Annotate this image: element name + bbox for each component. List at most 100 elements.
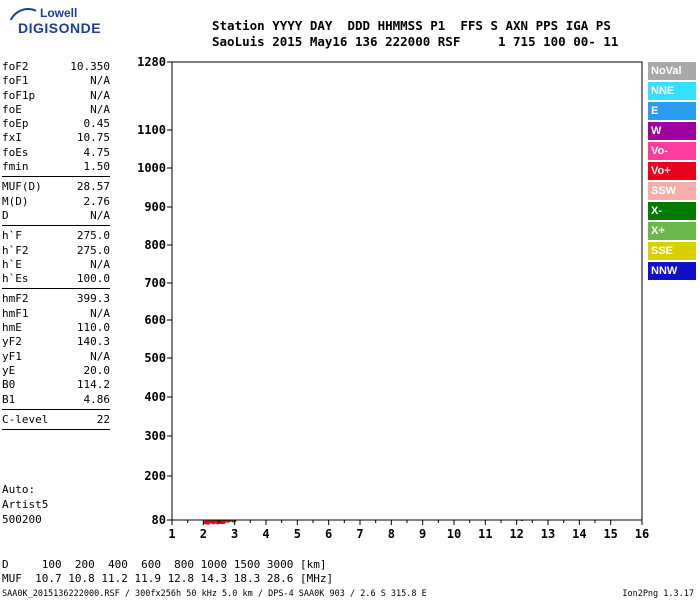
plot-frame xyxy=(171,61,643,521)
param-row: h`Es 100.0 xyxy=(2,272,110,286)
param-name: MUF(D) xyxy=(2,180,42,194)
param-name: foEp xyxy=(2,117,29,131)
param-name: foF1 xyxy=(2,74,29,88)
param-name: foF1p xyxy=(2,88,36,102)
param-value: 275.0 xyxy=(76,229,110,243)
param-name: yF1 xyxy=(2,349,22,363)
legend-item-nnw: NNW xyxy=(648,262,696,280)
direction-legend: NoVal NNE E W Vo- Vo+ SSW X- X+ SSE NNW xyxy=(648,62,696,282)
trace-point xyxy=(206,521,210,525)
x-tick-label: 7 xyxy=(356,527,363,541)
muf-row: MUF 10.7 10.8 11.2 11.9 12.8 14.3 18.3 2… xyxy=(2,572,334,585)
param-row: M(D) 2.76 xyxy=(2,195,110,209)
param-name: yE xyxy=(2,363,16,377)
legend-item-nne: NNE xyxy=(648,82,696,100)
x-tick-label: 16 xyxy=(635,527,649,541)
y-tick-label: 1100 xyxy=(137,123,166,137)
x-tick-label: 13 xyxy=(541,527,555,541)
param-separator xyxy=(2,288,110,290)
y-tick-label: 300 xyxy=(144,429,166,443)
x-tick-label: 1 xyxy=(168,527,175,541)
autoscaling-info: Auto: Artist5 500200 xyxy=(2,482,48,527)
file-info: SAA0K_2015136222000.RSF / 300fx256h 50 k… xyxy=(2,589,427,599)
x-tick-label: 14 xyxy=(572,527,586,541)
legend-item-ssw: SSW xyxy=(648,182,696,200)
y-tick-label: 400 xyxy=(144,390,166,404)
distance-row: D 100 200 400 600 800 1000 1500 3000 [km… xyxy=(2,558,327,571)
param-name: foF2 xyxy=(2,60,29,73)
param-name: C-level xyxy=(2,412,49,426)
legend-item-x: X+ xyxy=(648,222,696,240)
param-value: 10.350 xyxy=(70,60,110,73)
x-tick-label: 10 xyxy=(447,527,461,541)
param-row: foF1p N/A xyxy=(2,89,110,103)
param-value: N/A xyxy=(90,88,110,102)
param-name: foE xyxy=(2,102,22,116)
x-tick-label: 15 xyxy=(603,527,617,541)
param-value: 20.0 xyxy=(83,363,111,377)
x-tick-label: 5 xyxy=(294,527,301,541)
logo-lowell: Lowell xyxy=(40,6,78,20)
param-row: foEs 4.75 xyxy=(2,146,110,160)
param-value: 110.0 xyxy=(76,321,110,335)
x-tick-label: 8 xyxy=(388,527,395,541)
param-row: fxI 10.75 xyxy=(2,131,110,145)
x-tick-label: 3 xyxy=(231,527,238,541)
param-value: N/A xyxy=(90,102,110,116)
header-labels: Station YYYY DAY DDD HHMMSS P1 FFS S AXN… xyxy=(212,18,611,33)
param-value: N/A xyxy=(90,306,110,320)
param-row: h`F2 275.0 xyxy=(2,244,110,258)
param-value: 140.3 xyxy=(76,335,110,349)
trace-point xyxy=(216,521,220,525)
param-name: M(D) xyxy=(2,194,29,208)
param-row: yF1 N/A xyxy=(2,350,110,364)
x-tick-label: 4 xyxy=(262,527,269,541)
param-value: N/A xyxy=(90,349,110,363)
param-value: N/A xyxy=(90,257,110,271)
param-name: yF2 xyxy=(2,335,22,349)
param-row: C-level 22 xyxy=(2,413,110,427)
auto-label: Auto: xyxy=(2,483,36,496)
legend-item-vo: Vo+ xyxy=(648,162,696,180)
param-name: B0 xyxy=(2,378,16,392)
param-name: B1 xyxy=(2,392,16,406)
param-value: 28.57 xyxy=(76,180,110,194)
param-name: foEs xyxy=(2,145,29,159)
x-tick-label: 6 xyxy=(325,527,332,541)
param-name: h`F2 xyxy=(2,243,29,257)
y-tick-label: 200 xyxy=(144,469,166,483)
param-row: yE 20.0 xyxy=(2,364,110,378)
param-separator xyxy=(2,408,110,410)
legend-item-w: W xyxy=(648,122,696,140)
param-name: D xyxy=(2,208,9,222)
param-row: foF2 10.350 xyxy=(2,60,110,74)
param-name: hmF1 xyxy=(2,306,29,320)
param-row: D N/A xyxy=(2,209,110,223)
y-tick-label: 700 xyxy=(144,276,166,290)
logo-digisonde: DIGISONDE xyxy=(18,20,102,36)
param-value: 22 xyxy=(96,412,110,426)
param-value: 0.45 xyxy=(83,117,111,131)
param-row: foEp 0.45 xyxy=(2,117,110,131)
auto-artist: Artist5 xyxy=(2,498,49,511)
param-row: B1 4.86 xyxy=(2,393,110,407)
param-separator xyxy=(2,225,110,227)
param-value: 399.3 xyxy=(76,292,110,306)
trace-point xyxy=(212,520,215,523)
param-name: fmin xyxy=(2,160,29,174)
param-value: 2.76 xyxy=(83,194,111,208)
param-value: 275.0 xyxy=(76,243,110,257)
y-tick-label: 900 xyxy=(144,200,166,214)
y-tick-label: 1000 xyxy=(137,161,166,175)
y-tick-label: 1280 xyxy=(137,55,166,69)
chart-axes: 1 2 3 4 5 6 7 8 9 10 11 12 13 14 15 1680200300400500600… xyxy=(137,55,649,541)
header-values: SaoLuis 2015 May16 136 222000 RSF 1 715 … xyxy=(212,34,619,49)
digisonde-logo: Lowell DIGISONDE xyxy=(2,2,128,54)
param-name: h`F xyxy=(2,229,22,243)
param-value: N/A xyxy=(90,208,110,222)
trace-point xyxy=(227,520,230,523)
param-row: B0 114.2 xyxy=(2,378,110,392)
param-row: foF1 N/A xyxy=(2,74,110,88)
legend-item-x: X- xyxy=(648,202,696,220)
